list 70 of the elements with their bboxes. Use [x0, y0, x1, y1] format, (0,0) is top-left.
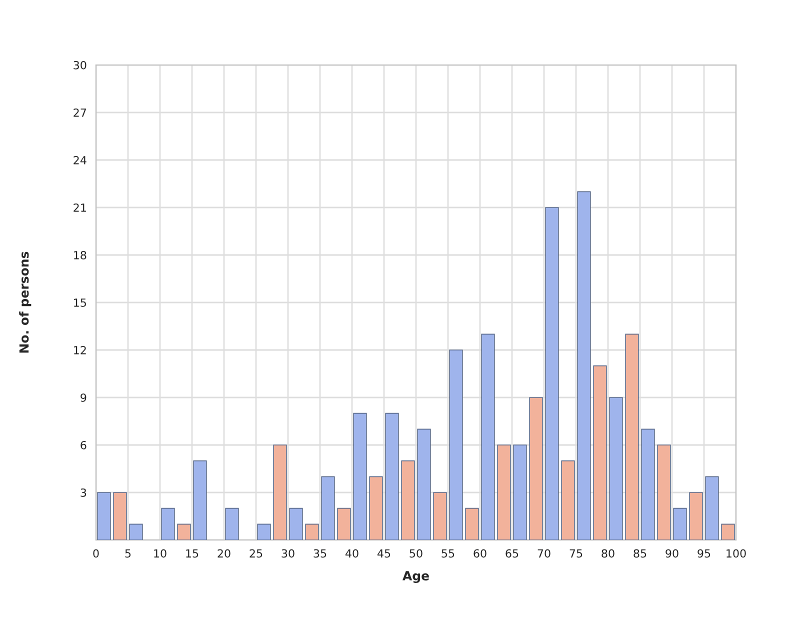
x-tick-label: 70 [538, 549, 550, 558]
y-tick-label: 27 [74, 108, 86, 117]
bar [289, 508, 303, 540]
x-tick-label: 95 [698, 549, 710, 558]
bar [353, 412, 367, 540]
bar [129, 524, 143, 540]
bar [529, 397, 543, 540]
y-axis-title: No. of persons [19, 252, 32, 353]
bar [337, 508, 351, 540]
bar [193, 460, 207, 540]
y-tick-label: 24 [74, 156, 86, 164]
bar [609, 397, 623, 540]
bar [721, 524, 735, 540]
bar [673, 508, 687, 540]
x-tick-label: 10 [154, 549, 166, 558]
bar [577, 191, 591, 540]
x-tick-label: 65 [506, 549, 518, 558]
x-tick-label: 50 [410, 549, 422, 558]
x-tick-label: 0 [93, 549, 99, 558]
x-tick-label: 55 [442, 549, 454, 558]
bar [401, 460, 415, 540]
y-tick-label: 21 [74, 203, 86, 212]
x-tick-label: 35 [314, 549, 326, 558]
y-tick-label: 12 [74, 346, 86, 354]
x-tick-label: 100 [726, 549, 746, 558]
x-tick-label: 45 [377, 549, 390, 558]
x-tick-label: 25 [250, 549, 262, 558]
bar [705, 476, 719, 540]
bar [225, 508, 239, 540]
bar [481, 334, 495, 540]
y-tick-label: 15 [74, 298, 86, 307]
x-tick-label: 80 [602, 549, 614, 558]
bar [417, 428, 431, 540]
y-tick-label: 6 [80, 440, 86, 450]
bar [593, 365, 607, 540]
x-tick-label: 40 [345, 549, 358, 558]
y-tick-label: 18 [74, 250, 86, 260]
bar [433, 492, 447, 540]
bar [161, 508, 175, 540]
y-tick-label: 3 [80, 488, 86, 497]
x-tick-label: 30 [282, 549, 294, 558]
x-tick-label: 85 [634, 549, 646, 558]
bar [449, 350, 463, 540]
bar [385, 412, 399, 540]
bar [625, 334, 639, 540]
x-tick-label: 5 [125, 549, 131, 558]
bar [273, 444, 287, 540]
bar [657, 444, 671, 540]
bar [513, 444, 527, 540]
x-tick-label: 20 [218, 549, 230, 558]
bar [177, 524, 191, 540]
x-axis-title: Age [402, 571, 429, 583]
y-tick-label: 30 [74, 60, 86, 70]
bar [257, 524, 271, 540]
x-tick-label: 60 [474, 549, 486, 558]
bar [497, 444, 511, 540]
bar [545, 207, 559, 540]
bar [305, 524, 319, 540]
y-tick-label: 9 [80, 393, 86, 402]
bar [369, 476, 383, 540]
bar [321, 476, 335, 540]
x-tick-label: 15 [186, 549, 198, 558]
bar [641, 428, 655, 540]
bar [561, 460, 575, 540]
x-tick-label: 75 [570, 549, 582, 558]
bar [97, 492, 111, 540]
bar [689, 492, 703, 540]
bar [465, 508, 479, 540]
x-tick-label: 90 [666, 549, 678, 558]
bar [113, 492, 127, 540]
